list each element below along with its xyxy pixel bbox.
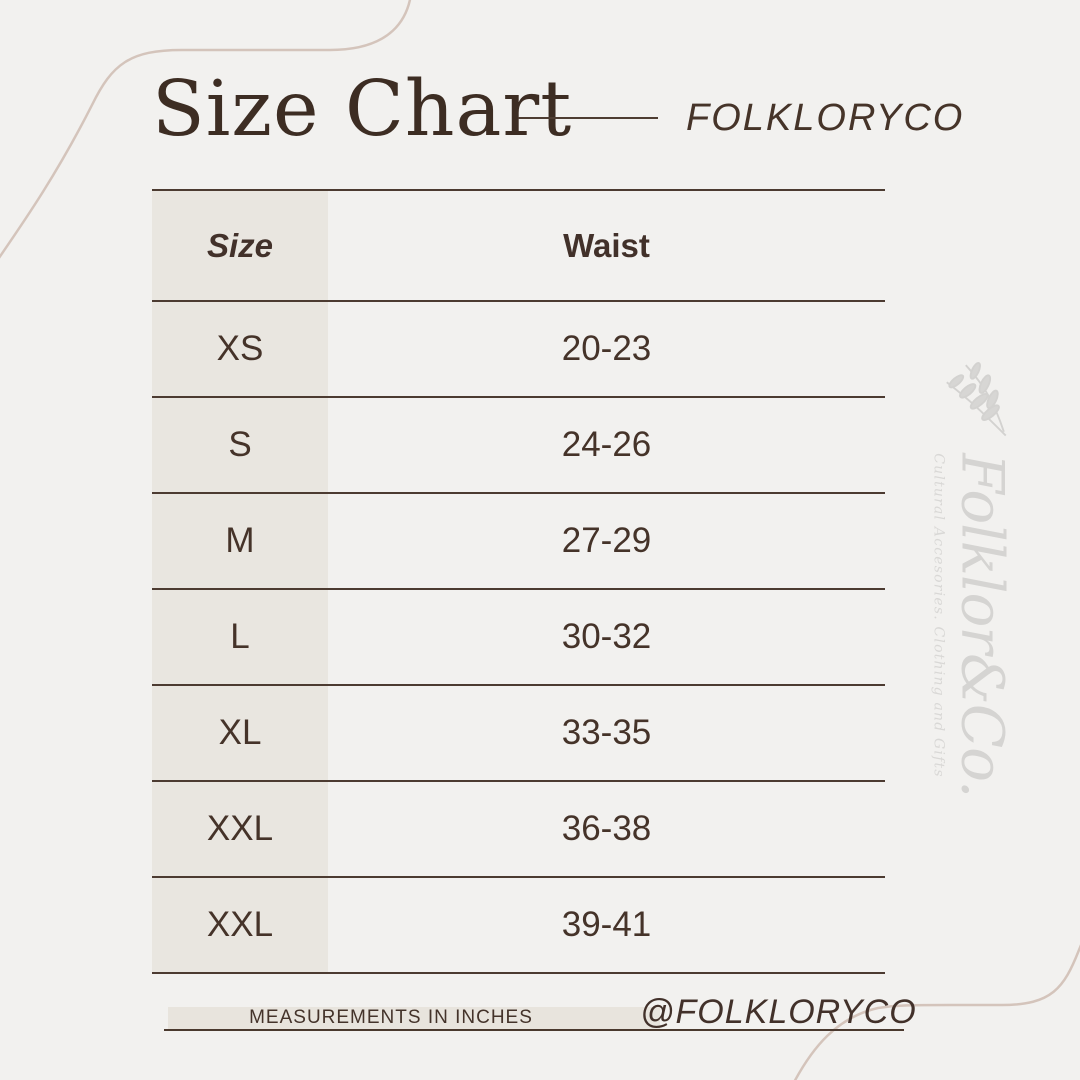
top-left-curve: [0, 0, 412, 259]
size-cell: XXL: [206, 809, 274, 848]
size-column-header: Size: [206, 226, 274, 264]
waist-cell: 27-29: [561, 521, 652, 560]
title-divider-line: [518, 117, 658, 119]
measurements-note: MEASUREMENTS IN INCHES: [249, 1007, 533, 1028]
waist-cell: 33-35: [561, 713, 652, 752]
social-handle: @FOLKLORYCO: [640, 993, 917, 1031]
footer-underline: [164, 1029, 904, 1031]
waist-cell: 24-26: [561, 425, 652, 464]
table-row: L 30-32: [152, 590, 885, 686]
table-row: S 24-26: [152, 398, 885, 494]
size-cell: XL: [218, 713, 262, 752]
waist-cell: 36-38: [561, 809, 652, 848]
size-cell: XS: [216, 329, 264, 368]
size-cell: M: [225, 521, 255, 560]
waist-cell: 30-32: [561, 617, 652, 656]
size-cell: XXL: [206, 905, 274, 944]
size-cell: S: [228, 425, 252, 464]
waist-cell: 20-23: [561, 329, 652, 368]
measurements-note-bar: MEASUREMENTS IN INCHES: [168, 1007, 660, 1029]
size-table: Size Waist XS 20-23 S 24-26 M 27-29 L 30…: [152, 189, 885, 974]
size-cell: L: [230, 617, 250, 656]
waist-cell: 39-41: [561, 905, 652, 944]
page-title: Size Chart: [152, 65, 573, 154]
table-header-row: Size Waist: [152, 191, 885, 302]
bottom-right-curve: [793, 944, 1080, 1080]
table-row: M 27-29: [152, 494, 885, 590]
waist-column-header: Waist: [563, 226, 650, 264]
table-row: XXL 36-38: [152, 782, 885, 878]
table-row: XL 33-35: [152, 686, 885, 782]
brand-name: FOLKLORYCO: [686, 97, 965, 139]
table-row: XXL 39-41: [152, 878, 885, 974]
table-row: XS 20-23: [152, 302, 885, 398]
size-column-panel: [152, 189, 328, 973]
